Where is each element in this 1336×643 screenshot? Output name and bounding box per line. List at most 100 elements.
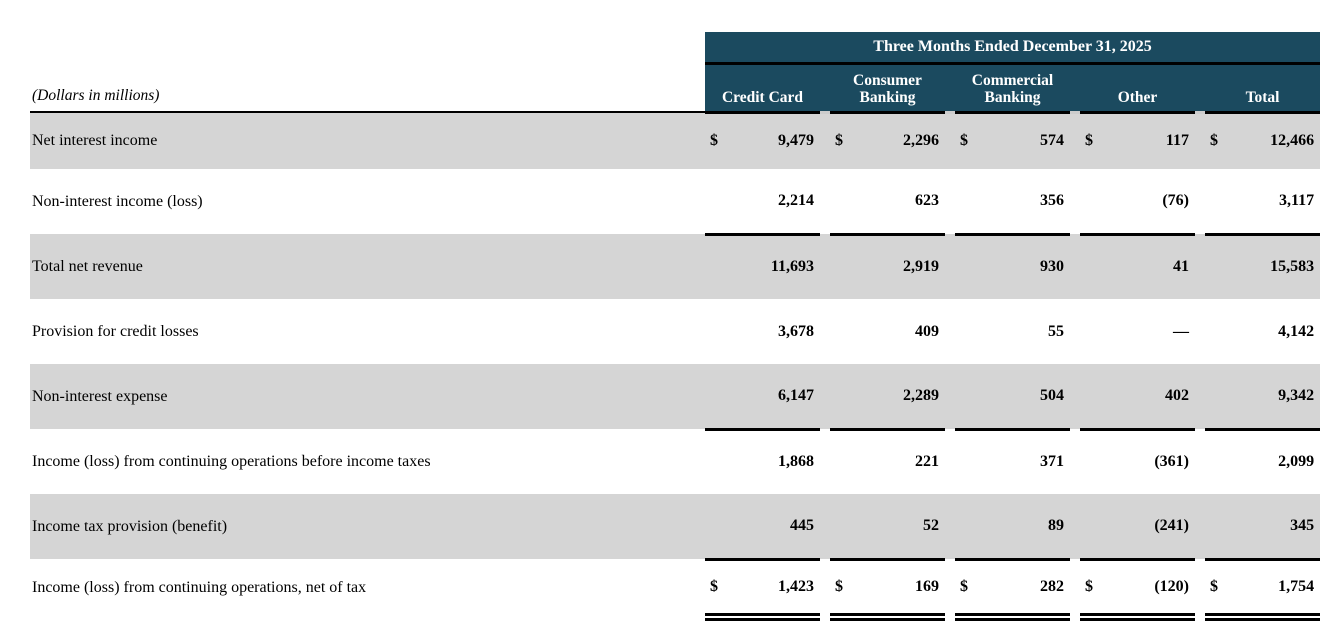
- column-gap: [945, 494, 955, 559]
- column-gap: [1070, 234, 1080, 299]
- row-label: Net interest income: [30, 112, 705, 169]
- currency-cell: [1205, 364, 1233, 431]
- currency-cell: $: [1080, 112, 1108, 169]
- column-gap: [1195, 299, 1205, 364]
- row-label: Non-interest income (loss): [32, 192, 203, 210]
- column-gap: [1070, 559, 1080, 617]
- value-cell: (241): [1108, 494, 1195, 561]
- column-gap: [945, 169, 955, 234]
- currency-cell: $: [1205, 559, 1233, 621]
- row-label: Income (loss) from continuing operations…: [32, 579, 367, 596]
- column-gap: [820, 364, 830, 429]
- column-gap: [1195, 234, 1205, 299]
- column-header-credit-card: Credit Card: [705, 63, 820, 114]
- column-gap: [820, 234, 830, 299]
- currency-cell: [830, 299, 858, 364]
- table-row: Provision for credit losses 3,678 409 55…: [30, 299, 1320, 364]
- value-cell: 89: [983, 494, 1070, 561]
- value-cell: 117: [1108, 112, 1195, 169]
- column-header-total: Total: [1205, 63, 1321, 114]
- value-cell: 9,479: [733, 112, 820, 169]
- value-cell: 2,214: [733, 169, 820, 236]
- column-gap: [820, 429, 830, 494]
- currency-cell: $: [705, 559, 733, 621]
- value-cell: 1,754: [1233, 559, 1321, 621]
- table-row: Non-interest expense 6,147 2,289 504 402…: [30, 364, 1321, 431]
- value-cell: 9,342: [1233, 364, 1321, 431]
- column-gap: [1070, 169, 1080, 234]
- value-cell: 2,289: [858, 364, 945, 431]
- column-gap: [1195, 112, 1205, 169]
- currency-cell: $: [705, 112, 733, 169]
- currency-cell: [1080, 364, 1108, 431]
- currency-cell: $: [955, 559, 983, 621]
- table-row: Non-interest income (loss) 2,214 623 356…: [30, 169, 1321, 236]
- currency-cell: [830, 364, 858, 431]
- row-label: Total net revenue: [30, 234, 705, 299]
- currency-cell: $: [1205, 112, 1233, 169]
- table-row: Income (loss) from continuing operations…: [30, 429, 1320, 494]
- currency-cell: [955, 169, 983, 236]
- column-gap: [1195, 63, 1205, 114]
- column-header-row: (Dollars in millions) Credit Card Consum…: [30, 63, 1321, 114]
- currency-cell: [705, 299, 733, 364]
- currency-cell: [1205, 494, 1233, 561]
- currency-cell: $: [955, 112, 983, 169]
- column-gap: [820, 559, 830, 617]
- value-cell: 2,296: [858, 112, 945, 169]
- currency-cell: [955, 494, 983, 561]
- value-cell: (76): [1108, 169, 1195, 236]
- column-gap: [820, 299, 830, 364]
- column-gap: [1070, 299, 1080, 364]
- row-label: Income (loss) from continuing operations…: [32, 452, 431, 470]
- column-header-other: Other: [1080, 63, 1195, 114]
- table-row: Net interest income $ 9,479 $ 2,296 $ 57…: [30, 112, 1321, 169]
- column-gap: [1070, 63, 1080, 114]
- value-cell: 504: [983, 364, 1070, 431]
- currency-cell: [1080, 169, 1108, 236]
- currency-cell: $: [1080, 559, 1108, 621]
- currency-cell: [830, 169, 858, 236]
- currency-cell: [705, 364, 733, 431]
- dollars-note: (Dollars in millions): [30, 63, 705, 113]
- value-cell: 11,693: [733, 234, 820, 299]
- value-cell: 409: [915, 322, 939, 340]
- row-label: Provision for credit losses: [32, 322, 199, 340]
- value-cell: —: [1173, 322, 1189, 340]
- segment-results-table: Three Months Ended December 31, 2025 (Do…: [30, 32, 1321, 621]
- currency-cell: $: [830, 112, 858, 169]
- value-cell: 15,583: [1233, 234, 1321, 299]
- period-header-row: Three Months Ended December 31, 2025: [30, 32, 1321, 65]
- corner-blank-cell: [30, 32, 705, 63]
- currency-cell: [1080, 234, 1108, 299]
- column-gap: [820, 63, 830, 114]
- currency-cell: [955, 299, 983, 364]
- value-cell: 282: [983, 559, 1070, 621]
- column-gap: [945, 429, 955, 494]
- column-gap: [1070, 429, 1080, 494]
- column-gap: [820, 169, 830, 234]
- row-label: Income tax provision (benefit): [30, 494, 705, 559]
- column-header-commercial-banking: Commercial Banking: [955, 63, 1070, 114]
- column-gap: [1195, 364, 1205, 429]
- value-cell: 4,142: [1278, 322, 1315, 340]
- currency-cell: [955, 429, 983, 494]
- value-cell: 445: [733, 494, 820, 561]
- column-gap: [820, 494, 830, 559]
- segment-results-table-page: Three Months Ended December 31, 2025 (Do…: [30, 32, 1321, 621]
- value-cell: 345: [1233, 494, 1321, 561]
- column-gap: [1070, 494, 1080, 559]
- value-cell: 2,919: [858, 234, 945, 299]
- table-row: Income tax provision (benefit) 445 52 89…: [30, 494, 1321, 561]
- value-cell: 55: [1048, 322, 1064, 340]
- row-label: Non-interest expense: [30, 364, 705, 429]
- currency-cell: [1205, 234, 1233, 299]
- value-cell: 41: [1108, 234, 1195, 299]
- value-cell: 402: [1108, 364, 1195, 431]
- value-cell: 574: [983, 112, 1070, 169]
- currency-cell: [830, 494, 858, 561]
- column-gap: [1195, 559, 1205, 617]
- column-gap: [820, 112, 830, 169]
- column-gap: [1195, 429, 1205, 494]
- currency-cell: [1205, 429, 1233, 494]
